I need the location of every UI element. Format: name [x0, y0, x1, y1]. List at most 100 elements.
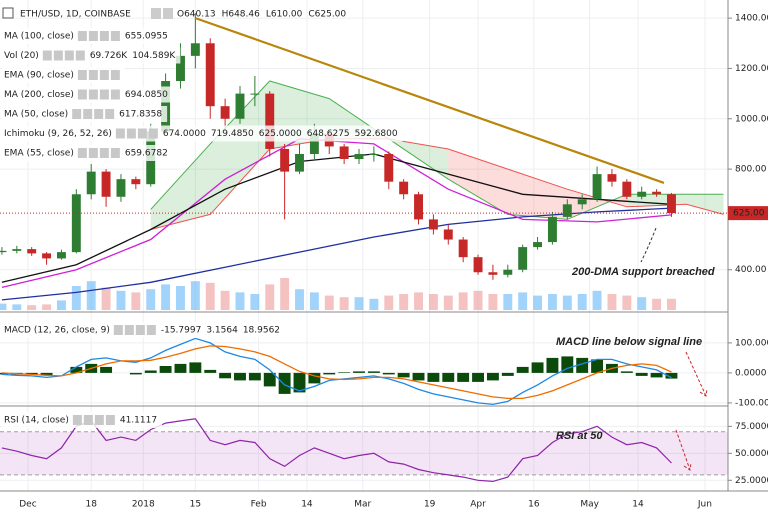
icon-button[interactable]	[99, 148, 109, 158]
candle-body	[295, 153, 304, 172]
volume-bar	[533, 295, 543, 310]
macd-histogram-bar	[144, 370, 157, 373]
x-tick-label: 2018	[132, 500, 155, 510]
icon-button[interactable]	[75, 50, 85, 61]
icon-button[interactable]	[53, 50, 63, 61]
icon-button[interactable]	[148, 128, 158, 139]
volume-bar	[354, 297, 364, 310]
candle-body	[205, 43, 215, 107]
candle-body	[131, 179, 141, 185]
icon-button[interactable]	[77, 89, 87, 100]
candle-body	[116, 179, 126, 197]
x-tick-label: May	[580, 500, 599, 510]
x-tick-label: Mar	[354, 500, 371, 510]
icon-button[interactable]	[135, 325, 145, 335]
overlay: Dec 18 2018 15 Feb 14 Mar 19 Apr 16 May 14 Jun 1400.0…	[2, 10, 768, 510]
icon-button[interactable]	[88, 31, 98, 41]
candle-body	[369, 153, 379, 155]
candle-body	[235, 93, 245, 119]
icon-button[interactable]	[137, 128, 147, 139]
symbol: ETH/USD, 1D, COINBASE	[20, 10, 131, 20]
legend-value: 18.9562	[243, 326, 280, 336]
x-tick-label: Jun	[697, 500, 712, 510]
annotation-arrow	[675, 429, 692, 471]
y-tick-label: 800.00	[735, 165, 767, 175]
legend-value: 659.6782	[125, 149, 168, 159]
macd-histogram-bar	[501, 372, 514, 376]
macd-line	[1, 345, 672, 400]
candle-body	[339, 146, 349, 160]
volume-bar	[56, 300, 66, 310]
icon-button[interactable]	[151, 8, 161, 19]
macd-histogram-bar	[412, 372, 425, 381]
volume-bar	[562, 295, 572, 310]
icon-button[interactable]	[126, 128, 136, 139]
trendline	[194, 17, 665, 184]
icon-button[interactable]	[77, 70, 87, 80]
icon-button[interactable]	[72, 415, 82, 425]
icon-button[interactable]	[105, 109, 115, 119]
icon-button[interactable]	[115, 128, 125, 139]
candle-body	[607, 174, 617, 182]
candle-body	[414, 194, 423, 220]
icon-button[interactable]	[64, 50, 74, 61]
icon-button[interactable]	[99, 31, 109, 41]
volume-bar	[652, 298, 662, 310]
candle-body	[399, 181, 409, 195]
x-tick-label: 15	[190, 500, 201, 510]
icon-button[interactable]	[77, 148, 87, 158]
legend-value: 719.4850	[211, 129, 254, 139]
candle-body	[71, 194, 81, 253]
macd-histogram-bar	[204, 369, 217, 373]
candle-body	[190, 43, 200, 56]
icon-button[interactable]	[88, 148, 98, 158]
volume-bar	[473, 290, 483, 310]
macd-histogram-bar	[367, 371, 380, 373]
icon-button[interactable]	[99, 70, 109, 80]
icon-button[interactable]	[113, 325, 123, 335]
icon-button[interactable]	[110, 148, 120, 158]
candle-body	[0, 250, 7, 253]
annotation-arrow	[640, 227, 657, 263]
icon-button[interactable]	[83, 109, 93, 119]
macd-histogram-bar	[70, 366, 83, 373]
candle-body	[637, 191, 647, 197]
icon-button[interactable]	[88, 70, 98, 80]
macd-histogram-bar	[174, 363, 187, 373]
x-tick-label: Apr	[470, 500, 486, 510]
icon-button[interactable]	[94, 415, 104, 425]
macd-histogram-bar	[472, 372, 484, 382]
icon-button[interactable]	[124, 325, 134, 335]
icon-button[interactable]	[83, 415, 93, 425]
icon-button[interactable]	[146, 325, 156, 335]
icon-button[interactable]	[163, 8, 173, 19]
icon-button[interactable]	[88, 89, 98, 100]
menu-icon[interactable]	[2, 7, 14, 19]
icon-button[interactable]	[99, 89, 109, 100]
macd-histogram-bar	[308, 372, 321, 384]
icon-button[interactable]	[94, 109, 104, 119]
y-tick-label: 75.0000	[735, 422, 768, 432]
macd-histogram-bar	[665, 372, 678, 379]
icon-button[interactable]	[110, 31, 120, 41]
candle-body	[473, 257, 483, 273]
legend-value: 41.1117	[120, 416, 157, 426]
icon-button[interactable]	[42, 50, 52, 61]
macd-histogram-bar	[397, 372, 410, 378]
legend-value: 104.589K	[132, 51, 176, 61]
macd-histogram-bar	[248, 372, 261, 381]
icon-button[interactable]	[110, 89, 120, 100]
volume-bar	[27, 305, 37, 310]
icon-button[interactable]	[105, 415, 115, 425]
legend-name: Ichimoku (9, 26, 52, 26)	[4, 129, 112, 139]
candle-body	[622, 181, 632, 197]
icon-button[interactable]	[110, 70, 120, 80]
icon-button[interactable]	[77, 31, 87, 41]
icon-button[interactable]	[72, 109, 82, 119]
macd-histogram-bar	[531, 362, 544, 373]
y-tick-label: -100.0000	[735, 398, 768, 408]
candle-body	[488, 272, 498, 275]
legend-bg	[2, 145, 173, 161]
x-tick-label: Feb	[251, 500, 267, 510]
